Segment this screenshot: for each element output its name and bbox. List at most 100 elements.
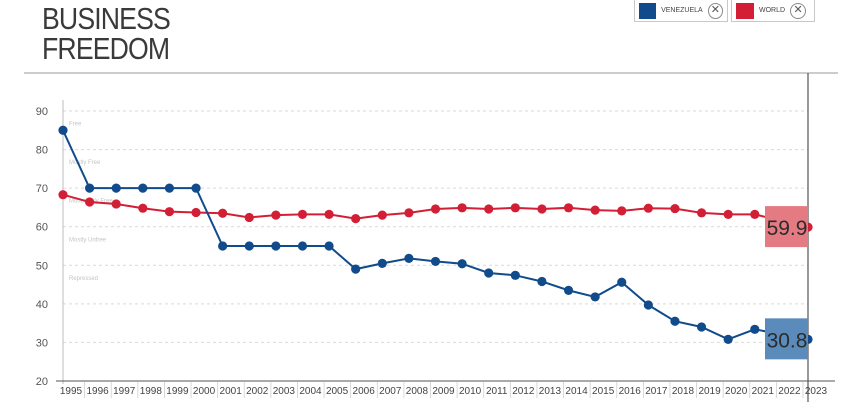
y-tick-label: 40 xyxy=(36,299,48,311)
data-point-world xyxy=(643,203,653,213)
data-point-world xyxy=(297,209,308,219)
data-point-world xyxy=(430,204,441,214)
data-point-venezuela xyxy=(670,316,680,326)
venezuela-swatch xyxy=(639,2,657,19)
data-point-venezuela xyxy=(351,264,361,274)
legend-label-world: WORLD xyxy=(759,7,786,14)
data-point-venezuela xyxy=(297,241,308,251)
band-label: Mostly Free xyxy=(69,160,101,166)
x-tick-label: 1996 xyxy=(86,386,109,397)
data-point-world xyxy=(484,204,494,214)
data-point-world xyxy=(537,204,547,214)
data-point-world xyxy=(218,208,228,218)
data-point-venezuela xyxy=(484,268,494,278)
data-point-world xyxy=(670,203,680,214)
series-line-venezuela xyxy=(62,129,809,341)
x-tick-label: 2023 xyxy=(805,386,828,397)
y-tick-label: 20 xyxy=(36,376,48,388)
data-point-venezuela xyxy=(590,292,600,302)
x-tick-label: 2005 xyxy=(326,386,349,397)
data-point-world xyxy=(723,209,733,219)
data-point-world xyxy=(457,203,467,213)
data-point-venezuela xyxy=(643,300,653,310)
close-icon[interactable]: ✕ xyxy=(707,2,723,19)
band-label: Mostly Unfree xyxy=(69,237,107,243)
x-tick-label: 1995 xyxy=(60,386,83,397)
world-swatch xyxy=(736,2,754,19)
x-tick-label: 2016 xyxy=(619,386,642,397)
data-point-venezuela xyxy=(750,324,760,334)
x-tick-label: 2002 xyxy=(246,386,269,397)
data-point-world xyxy=(191,207,201,218)
y-tick-label: 80 xyxy=(36,145,48,157)
x-tick-label: 2020 xyxy=(725,386,748,397)
y-tick-label: 60 xyxy=(36,222,48,234)
data-point-world xyxy=(510,203,520,213)
x-tick-label: 2021 xyxy=(752,386,775,397)
y-tick-label: 90 xyxy=(36,106,48,118)
data-point-world xyxy=(271,210,281,220)
data-point-venezuela xyxy=(271,241,281,251)
legend-toggle-venezuela[interactable]: VENEZUELA ✕ xyxy=(634,0,728,22)
x-tick-label: 2015 xyxy=(592,386,615,397)
end-value-box-venezuela xyxy=(765,318,808,360)
x-tick-label: 1999 xyxy=(166,386,189,397)
data-point-world xyxy=(85,197,95,207)
y-tick-label: 50 xyxy=(36,260,48,272)
x-tick-label: 1998 xyxy=(140,386,163,397)
x-tick-label: 2007 xyxy=(379,386,402,397)
series-line-world xyxy=(62,193,809,229)
data-point-world xyxy=(590,205,600,215)
data-point-world xyxy=(696,208,707,218)
x-tick-label: 2008 xyxy=(406,386,429,397)
data-point-venezuela xyxy=(430,256,441,267)
data-point-venezuela xyxy=(85,183,95,193)
data-point-world xyxy=(750,209,760,219)
data-point-venezuela xyxy=(111,183,121,193)
x-tick-label: 2018 xyxy=(672,386,695,397)
data-point-venezuela xyxy=(244,241,254,251)
data-point-world xyxy=(404,208,414,218)
x-tick-label: 2006 xyxy=(353,386,376,397)
x-tick-label: 2009 xyxy=(432,386,455,397)
data-point-world xyxy=(111,199,121,209)
x-tick-label: 1997 xyxy=(113,386,136,397)
x-tick-label: 2011 xyxy=(486,386,508,397)
data-point-venezuela xyxy=(563,285,574,295)
data-point-world xyxy=(377,210,387,220)
data-point-world xyxy=(244,212,254,223)
x-tick-label: 2001 xyxy=(220,386,243,397)
x-tick-label: 2003 xyxy=(273,386,296,397)
end-value-label-venezuela: 30.8 xyxy=(767,329,808,352)
data-point-world xyxy=(138,203,148,213)
x-tick-label: 2000 xyxy=(193,386,216,397)
x-tick-label: 2012 xyxy=(512,386,535,397)
data-point-venezuela xyxy=(696,322,707,332)
legend-toggle-world[interactable]: WORLD ✕ xyxy=(731,0,815,22)
end-value-box-world xyxy=(765,206,808,248)
x-tick-label: 2022 xyxy=(778,386,801,397)
data-point-world xyxy=(563,203,574,213)
data-point-venezuela xyxy=(617,277,627,287)
chart-title-line-1: BUSINESS xyxy=(42,1,171,36)
data-point-venezuela xyxy=(58,125,68,135)
data-point-world xyxy=(58,190,68,200)
band-label: Repressed xyxy=(69,276,98,282)
data-point-world xyxy=(351,214,361,224)
data-point-venezuela xyxy=(164,183,175,193)
y-tick-label: 70 xyxy=(36,183,48,195)
data-point-venezuela xyxy=(510,270,520,280)
legend-label-venezuela: VENEZUELA xyxy=(661,7,703,14)
close-icon[interactable]: ✕ xyxy=(790,2,807,19)
x-tick-label: 2004 xyxy=(299,386,322,397)
x-tick-label: 2017 xyxy=(645,386,668,397)
y-tick-label: 30 xyxy=(36,337,48,349)
chart-title: BUSINESS FREEDOM xyxy=(42,1,171,66)
chart-title-line-2: FREEDOM xyxy=(42,31,170,66)
data-point-venezuela xyxy=(404,253,414,263)
end-value-label-world: 59.9 xyxy=(767,217,808,240)
data-point-venezuela xyxy=(218,241,228,251)
data-point-venezuela xyxy=(457,259,467,269)
data-point-world xyxy=(164,207,175,217)
